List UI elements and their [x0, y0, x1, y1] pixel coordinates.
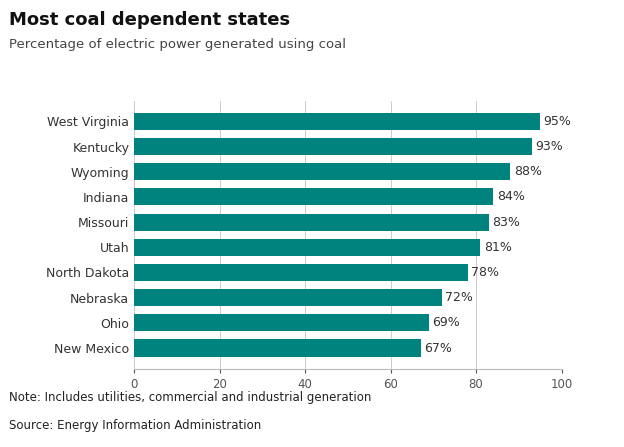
Text: 81%: 81%	[484, 241, 512, 254]
Bar	[134, 314, 429, 331]
Text: C: C	[608, 416, 617, 430]
Text: B: B	[539, 416, 548, 430]
Text: 67%: 67%	[424, 342, 452, 354]
Text: 83%: 83%	[492, 215, 520, 228]
Text: Percentage of electric power generated using coal: Percentage of electric power generated u…	[9, 38, 346, 51]
Bar	[134, 239, 480, 256]
Text: 95%: 95%	[544, 115, 572, 128]
Text: 72%: 72%	[446, 291, 473, 304]
Bar	[134, 214, 489, 231]
Text: 93%: 93%	[535, 140, 563, 153]
Bar	[134, 138, 532, 155]
Text: 84%: 84%	[497, 190, 525, 203]
Bar	[134, 339, 421, 357]
Text: Most coal dependent states: Most coal dependent states	[9, 11, 291, 29]
Bar	[134, 163, 510, 180]
Text: 69%: 69%	[432, 316, 461, 329]
Text: Source: Energy Information Administration: Source: Energy Information Administratio…	[9, 419, 261, 432]
Bar	[134, 264, 467, 281]
Bar	[134, 289, 442, 306]
Text: B: B	[573, 416, 583, 430]
Bar	[134, 188, 493, 206]
Bar	[134, 113, 540, 130]
Text: 88%: 88%	[514, 165, 542, 178]
Text: Note: Includes utilities, commercial and industrial generation: Note: Includes utilities, commercial and…	[9, 391, 372, 404]
Text: 78%: 78%	[471, 266, 499, 279]
